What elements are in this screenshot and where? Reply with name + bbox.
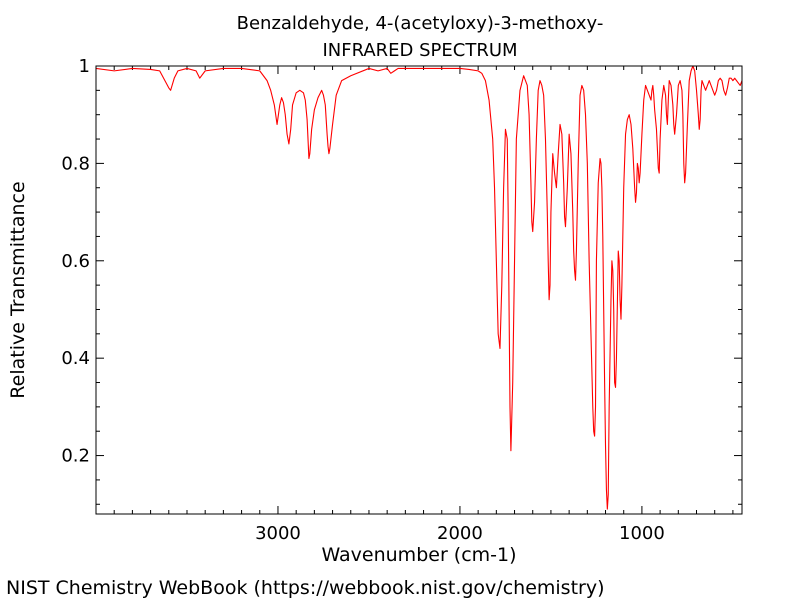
y-tick-label: 0.8 xyxy=(61,153,90,174)
x-tick-label: 2000 xyxy=(437,523,483,544)
plot-frame xyxy=(95,65,743,515)
y-tick-label: 0.4 xyxy=(61,348,90,369)
x-axis-label: Wavenumber (cm-1) xyxy=(321,544,516,566)
plot-area xyxy=(96,66,742,510)
y-tick-label: 1 xyxy=(79,56,90,77)
tick-labels: 3000 2000 1000 0.2 0.4 0.6 0.8 1 xyxy=(61,56,664,544)
axis-ticks xyxy=(95,65,742,514)
source-attribution: NIST Chemistry WebBook (https://webbook.… xyxy=(6,577,604,599)
y-tick-label: 0.2 xyxy=(61,446,90,467)
x-tick-label: 1000 xyxy=(619,523,665,544)
chart-subtitle: INFRARED SPECTRUM xyxy=(322,40,517,61)
y-axis-label: Relative Transmittance xyxy=(7,181,29,398)
x-tick-label: 3000 xyxy=(255,523,301,544)
y-tick-label: 0.6 xyxy=(61,251,90,272)
chart-title: Benzaldehyde, 4-(acetyloxy)-3-methoxy- xyxy=(237,13,604,34)
spectrum-line xyxy=(96,66,742,510)
